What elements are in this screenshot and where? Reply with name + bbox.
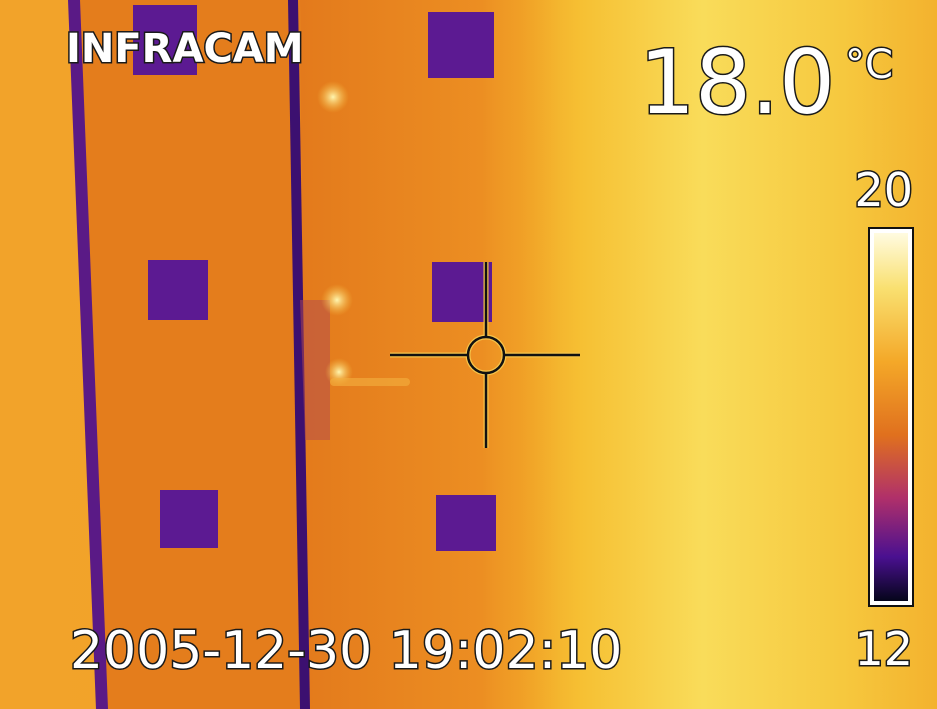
crosshair — [390, 262, 580, 448]
scale-max: 20 — [854, 163, 913, 217]
handle — [330, 378, 410, 386]
vent — [432, 262, 492, 322]
vent — [160, 490, 218, 548]
temperature: 18.0 — [639, 31, 835, 134]
door-shadow — [300, 300, 330, 440]
hotspot — [321, 284, 353, 316]
vent — [428, 12, 494, 78]
vents — [133, 5, 496, 551]
hotspot — [317, 81, 349, 113]
vent — [436, 495, 496, 551]
door-panel — [72, 0, 305, 709]
vent — [133, 5, 197, 75]
brand: INFRACAM — [66, 26, 304, 72]
vent — [148, 260, 208, 320]
timestamp: 2005-12-30 19:02:10 — [70, 621, 622, 681]
door-edge — [68, 0, 108, 709]
scale-min: 12 — [854, 622, 913, 676]
unit: °C — [845, 42, 893, 88]
color-scale — [874, 233, 908, 601]
door-edge — [288, 0, 310, 709]
